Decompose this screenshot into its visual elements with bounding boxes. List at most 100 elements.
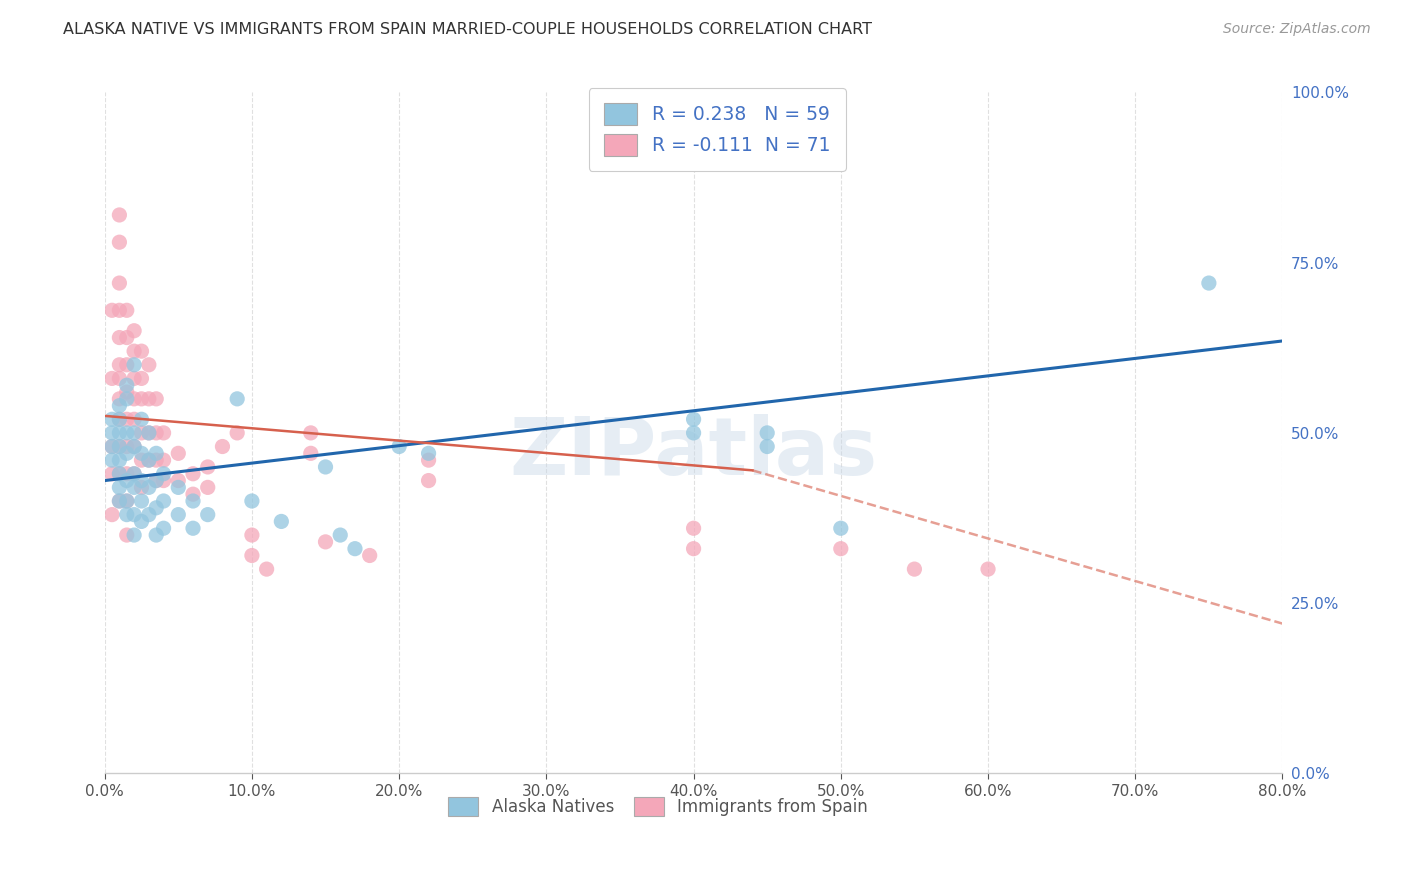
Point bbox=[756, 440, 779, 454]
Point bbox=[122, 440, 145, 454]
Point bbox=[108, 276, 131, 290]
Point bbox=[101, 303, 124, 318]
Point bbox=[167, 480, 190, 494]
Point bbox=[101, 508, 124, 522]
Text: ZIPatlas: ZIPatlas bbox=[509, 414, 877, 492]
Point bbox=[388, 440, 411, 454]
Point bbox=[131, 425, 153, 440]
Point bbox=[108, 412, 131, 426]
Point bbox=[977, 562, 1000, 576]
Point bbox=[108, 412, 131, 426]
Point bbox=[108, 440, 131, 454]
Point bbox=[197, 459, 219, 474]
Point bbox=[830, 541, 852, 556]
Point bbox=[270, 515, 292, 529]
Point bbox=[152, 494, 174, 508]
Point bbox=[115, 425, 138, 440]
Point bbox=[115, 528, 138, 542]
Point bbox=[115, 440, 138, 454]
Point bbox=[138, 425, 160, 440]
Point bbox=[138, 480, 160, 494]
Point bbox=[682, 425, 704, 440]
Point bbox=[108, 208, 131, 222]
Point bbox=[181, 521, 204, 535]
Point bbox=[211, 440, 233, 454]
Point bbox=[108, 467, 131, 481]
Point bbox=[682, 541, 704, 556]
Point bbox=[108, 425, 131, 440]
Point bbox=[115, 467, 138, 481]
Point bbox=[108, 440, 131, 454]
Point bbox=[122, 480, 145, 494]
Point bbox=[122, 324, 145, 338]
Point bbox=[108, 235, 131, 250]
Point bbox=[145, 453, 167, 467]
Point bbox=[240, 528, 263, 542]
Point bbox=[101, 440, 124, 454]
Point bbox=[418, 474, 440, 488]
Point bbox=[315, 459, 337, 474]
Point bbox=[359, 549, 381, 563]
Point bbox=[197, 508, 219, 522]
Point bbox=[145, 474, 167, 488]
Point bbox=[343, 541, 366, 556]
Point bbox=[131, 446, 153, 460]
Point bbox=[138, 358, 160, 372]
Point bbox=[138, 453, 160, 467]
Point bbox=[830, 521, 852, 535]
Point bbox=[122, 528, 145, 542]
Point bbox=[122, 467, 145, 481]
Point bbox=[152, 453, 174, 467]
Point bbox=[329, 528, 352, 542]
Point bbox=[115, 384, 138, 399]
Point bbox=[181, 467, 204, 481]
Point bbox=[122, 412, 145, 426]
Point bbox=[108, 494, 131, 508]
Point bbox=[315, 534, 337, 549]
Point bbox=[131, 412, 153, 426]
Point bbox=[197, 480, 219, 494]
Point bbox=[167, 474, 190, 488]
Point bbox=[256, 562, 278, 576]
Point bbox=[299, 446, 322, 460]
Point bbox=[131, 371, 153, 385]
Point bbox=[108, 303, 131, 318]
Point bbox=[115, 494, 138, 508]
Point bbox=[145, 500, 167, 515]
Point bbox=[167, 508, 190, 522]
Point bbox=[101, 453, 124, 467]
Point bbox=[122, 344, 145, 359]
Point bbox=[145, 392, 167, 406]
Point bbox=[101, 412, 124, 426]
Point bbox=[131, 392, 153, 406]
Point bbox=[115, 508, 138, 522]
Point bbox=[756, 425, 779, 440]
Point bbox=[131, 344, 153, 359]
Point bbox=[122, 358, 145, 372]
Point bbox=[108, 399, 131, 413]
Point bbox=[108, 392, 131, 406]
Point bbox=[122, 467, 145, 481]
Point bbox=[122, 508, 145, 522]
Point bbox=[152, 474, 174, 488]
Point bbox=[108, 358, 131, 372]
Point bbox=[682, 521, 704, 535]
Point bbox=[152, 521, 174, 535]
Point bbox=[101, 425, 124, 440]
Point bbox=[145, 474, 167, 488]
Point bbox=[145, 446, 167, 460]
Point bbox=[240, 549, 263, 563]
Point bbox=[131, 515, 153, 529]
Point bbox=[115, 330, 138, 344]
Point bbox=[138, 453, 160, 467]
Point bbox=[108, 371, 131, 385]
Point bbox=[115, 358, 138, 372]
Point bbox=[418, 453, 440, 467]
Text: Source: ZipAtlas.com: Source: ZipAtlas.com bbox=[1223, 22, 1371, 37]
Point bbox=[226, 392, 249, 406]
Point bbox=[240, 494, 263, 508]
Point bbox=[122, 371, 145, 385]
Point bbox=[108, 494, 131, 508]
Text: ALASKA NATIVE VS IMMIGRANTS FROM SPAIN MARRIED-COUPLE HOUSEHOLDS CORRELATION CHA: ALASKA NATIVE VS IMMIGRANTS FROM SPAIN M… bbox=[63, 22, 872, 37]
Point bbox=[115, 474, 138, 488]
